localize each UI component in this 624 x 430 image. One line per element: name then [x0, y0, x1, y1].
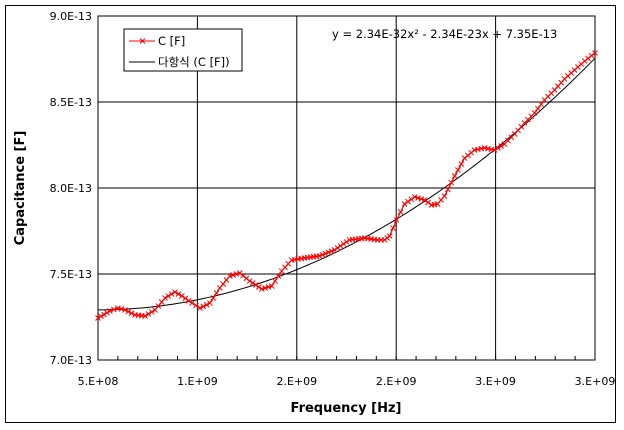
- y-tick-label: 9.0E-13: [50, 10, 92, 23]
- legend: C [F] 다항식 (C [F]): [123, 28, 243, 72]
- x-tick-label: 5.E+08: [78, 375, 119, 388]
- trendline-equation: y = 2.34E-32x² - 2.34E-23x + 7.35E-13: [332, 27, 557, 41]
- x-marker-icon: [139, 38, 146, 44]
- y-axis-tick-labels: 7.0E-13 7.5E-13 8.0E-13 8.5E-13 9.0E-13: [50, 10, 92, 367]
- x-tick-label: 2.E+09: [376, 375, 417, 388]
- chart-frame: [5, 5, 616, 423]
- legend-label-data: C [F]: [158, 34, 185, 48]
- legend-label-fit: 다항식 (C [F]): [158, 55, 230, 69]
- y-tick-label: 8.5E-13: [50, 96, 92, 109]
- data-series-line: [97, 52, 596, 319]
- plot-area: [97, 15, 596, 361]
- data-series-markers: [95, 50, 598, 321]
- x-tick-label: 2.E+09: [276, 375, 317, 388]
- legend-box: [123, 28, 243, 72]
- y-tick-label: 8.0E-13: [50, 182, 92, 195]
- y-tick-label: 7.5E-13: [50, 268, 92, 281]
- x-tick-label: 1.E+09: [177, 375, 218, 388]
- x-tick-label: 3.E+09: [475, 375, 516, 388]
- x-axis-title: Frequency [Hz]: [291, 401, 402, 416]
- polynomial-trendline: [97, 57, 596, 311]
- y-axis-title: Capacitance [F]: [13, 131, 28, 246]
- x-axis-tick-labels: 5.E+08 1.E+09 2.E+09 2.E+09 3.E+09 3.E+09: [78, 375, 616, 388]
- x-tick-label: 3.E+09: [575, 375, 616, 388]
- x-minor-ticks: [97, 356, 596, 360]
- y-tick-label: 7.0E-13: [50, 354, 92, 367]
